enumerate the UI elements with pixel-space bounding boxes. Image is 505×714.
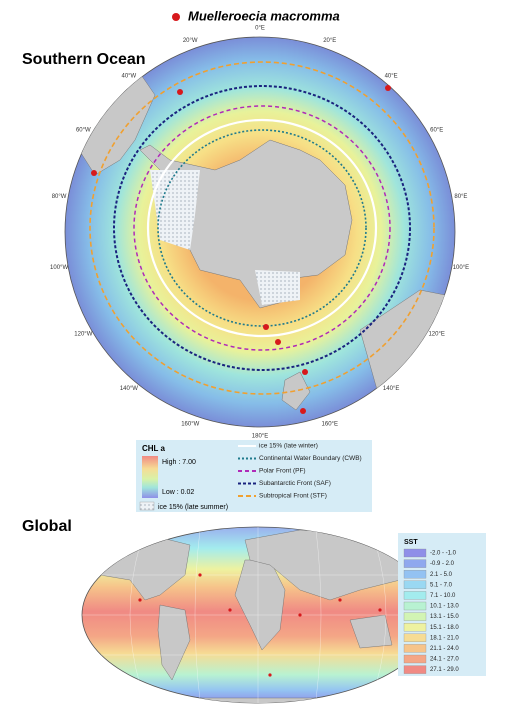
occurrence: [177, 89, 183, 95]
front-line: [133, 105, 391, 351]
legend-swatch: [403, 548, 427, 558]
species-name: Muelleroecia macromma: [188, 8, 340, 23]
australia: [349, 614, 393, 649]
longitude-label: 140°W: [120, 386, 138, 392]
legend-label: 24.1 - 27.0: [430, 657, 459, 663]
legend-label: 15.1 - 18.0: [430, 625, 459, 631]
front-line: [146, 118, 378, 338]
legend-label: 27.1 - 29.0: [430, 667, 459, 673]
legend-label: 5.1 - 7.0: [430, 582, 453, 588]
map-title: Global: [22, 518, 72, 535]
legend-label: -0.9 - 2.0: [430, 561, 455, 567]
ice-summer-area: [150, 170, 300, 305]
legend-label: 13.1 - 15.0: [430, 614, 459, 620]
legend-label: Continental Water Boundary (CWB): [259, 455, 362, 462]
legend-swatch: [403, 654, 427, 664]
longitude-label: 140°E: [383, 386, 399, 392]
legend-title: CHL a: [142, 444, 166, 453]
chl-ramp: [142, 456, 158, 498]
legend-label: High : 7.00: [162, 459, 196, 466]
legend-label: ice 15% (late summer): [158, 504, 228, 511]
legend-label: -2.0 - -1.0: [430, 551, 457, 557]
legend-swatch: [403, 601, 427, 611]
longitude-label: 100°E: [453, 265, 469, 271]
front-line: [157, 129, 367, 327]
legend-swatch: [139, 501, 155, 511]
occurrence: [275, 339, 281, 345]
legend-label: 7.1 - 10.0: [430, 593, 456, 599]
longitude-label: 180°E: [252, 434, 268, 440]
polar-map: 0°E 20°E 40°E 60°E 80°E 100°E 120°E 140°E 160°E 1…: [50, 26, 469, 440]
occurrence: [338, 598, 342, 602]
legend-label: 21.1 - 24.0: [430, 646, 459, 652]
longitude-label: 120°W: [74, 332, 92, 338]
occurrence: [385, 85, 391, 91]
legend-swatch: [403, 623, 427, 632]
south-america: [157, 604, 191, 681]
front-line: [113, 85, 411, 371]
occurrence: [378, 608, 382, 612]
legend-title: SST: [404, 539, 418, 546]
longitude-label: 80°W: [52, 194, 67, 200]
occurrence: [138, 598, 142, 602]
longitude-label: 40°E: [385, 73, 398, 79]
longitude-label: 60°W: [76, 128, 91, 134]
longitude-label: 0°E: [255, 26, 265, 32]
legend-swatch: [403, 612, 427, 621]
legend-label: 18.1 - 21.0: [430, 635, 459, 641]
antarctica: [159, 697, 361, 703]
legend-swatch: [403, 559, 427, 568]
legend-swatch: [403, 644, 427, 653]
occurrence: [263, 324, 269, 330]
legend-swatch: [403, 633, 427, 642]
longitude-label: 20°E: [323, 38, 336, 44]
legend-label: ice 15% (late winter): [259, 443, 318, 450]
longitude-label: 60°E: [430, 128, 443, 134]
occurrence: [228, 608, 232, 612]
legend-label: Subantarctic Front (SAF): [259, 480, 331, 487]
occurrence: [198, 573, 202, 577]
legend: SST -2.0 - -1.0 -0.9 - 2.0 2.1 - 5.0 5.1 - …: [398, 533, 486, 676]
global-map: [81, 526, 435, 704]
legend-label: Subtropical Front (STF): [259, 493, 327, 500]
longitude-label: 20°W: [183, 38, 198, 44]
longitude-label: 40°W: [121, 73, 136, 79]
longitude-label: 100°W: [50, 265, 68, 271]
legend: CHL a High : 7.00 Low : 0.02 ice 15% (la…: [136, 440, 372, 512]
occurrence: [91, 170, 97, 176]
occurrence: [298, 613, 302, 617]
longitude-label: 120°E: [428, 332, 444, 338]
map-title: Southern Ocean: [22, 51, 146, 68]
longitude-label: 160°E: [322, 421, 338, 427]
new-zealand: [281, 371, 311, 411]
occurrence: [268, 673, 272, 677]
legend-swatch: [403, 591, 427, 600]
longitude-label: 160°W: [181, 421, 199, 427]
occurrence: [300, 408, 306, 414]
front-line: [89, 61, 435, 395]
legend-swatch: [403, 570, 427, 579]
legend-label: 10.1 - 13.0: [430, 604, 459, 610]
species-marker: [172, 13, 180, 21]
legend-box: [136, 440, 372, 512]
legend-label: Low : 0.02: [162, 489, 194, 496]
legend-swatch: [403, 665, 427, 674]
legend-label: Polar Front (PF): [259, 468, 306, 475]
legend-label: 2.1 - 5.0: [430, 572, 453, 578]
longitude-label: 80°E: [454, 194, 467, 200]
occurrence: [302, 369, 308, 375]
legend-swatch: [403, 580, 427, 589]
